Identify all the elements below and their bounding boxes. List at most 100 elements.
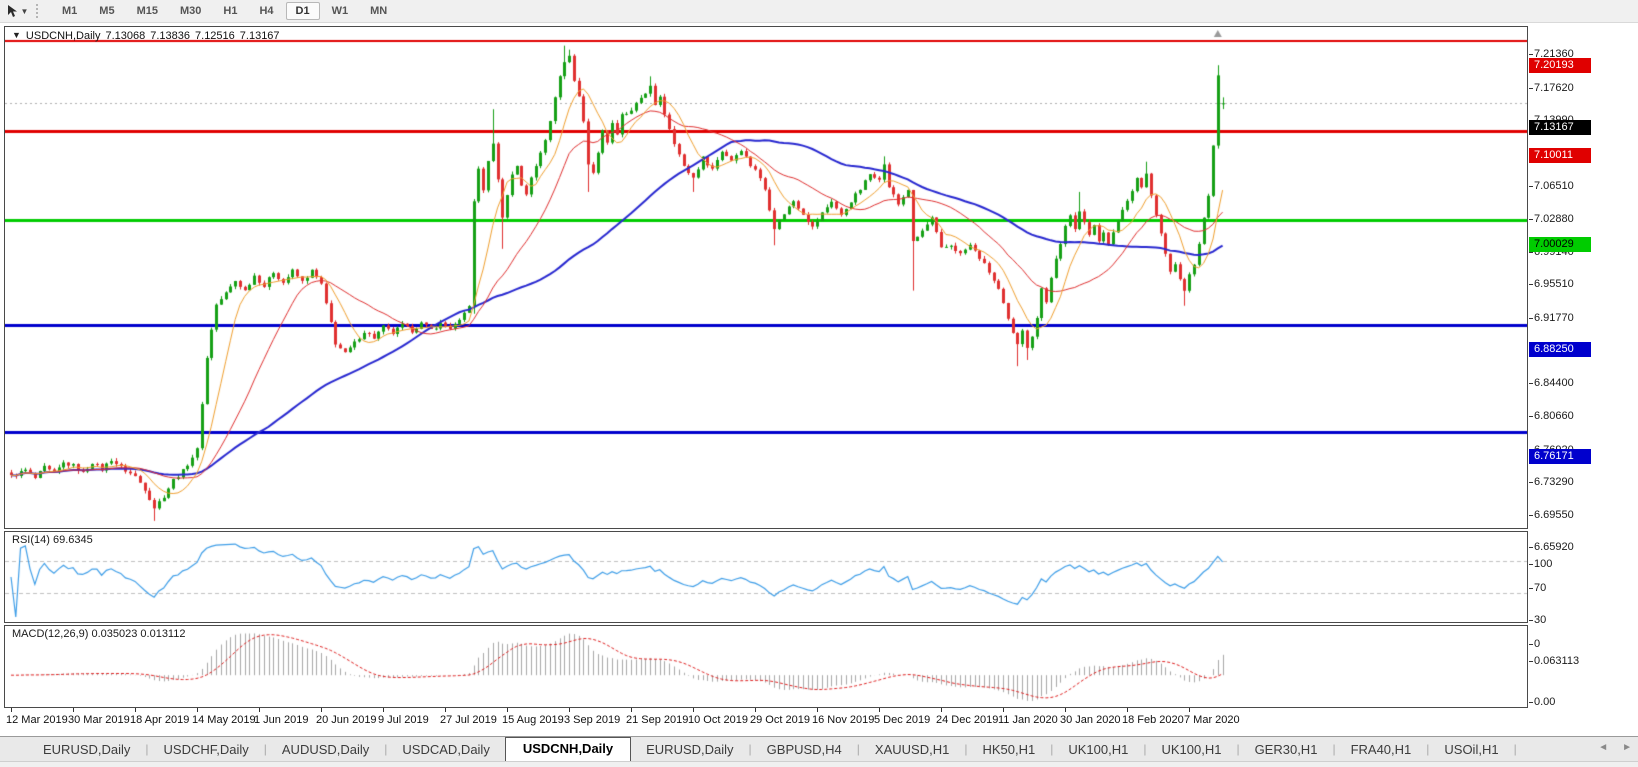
rsi-tick-0: 0 — [1528, 638, 1541, 650]
main-chart-panel: ▼ USDCNH,Daily 7.13068 7.13836 7.12516 7… — [4, 26, 1528, 529]
time-label-9-jul-2019: 9 Jul 2019 — [378, 714, 429, 726]
timeframe-button-w1[interactable]: W1 — [331, 5, 349, 17]
tab-divider: | — [1143, 742, 1147, 756]
rsi-indicator-panel: RSI(14) 69.6345 — [4, 531, 1528, 623]
macd-chart[interactable] — [5, 626, 1527, 707]
tab-divider: | — [1236, 742, 1240, 756]
tab-usdcad-daily-3[interactable]: USDCAD,Daily — [402, 742, 490, 757]
time-label-20-jun-2019: 20 Jun 2019 — [316, 714, 377, 726]
timeframe-button-h1[interactable]: H1 — [223, 5, 238, 17]
price-badge-6.76171: 6.76171 — [1529, 449, 1591, 464]
macd-label: MACD(12,26,9) 0.035023 0.013112 — [12, 628, 186, 640]
tab-divider: | — [748, 742, 752, 756]
tab-uk100-h1-9[interactable]: UK100,H1 — [1068, 742, 1129, 757]
time-tick — [941, 708, 942, 712]
time-label-11-jan-2020: 11 Jan 2020 — [998, 714, 1058, 726]
cursor-tool-icon — [6, 4, 19, 18]
timeframe-button-m30[interactable]: M30 — [179, 5, 202, 17]
price-badge-7.00029: 7.00029 — [1529, 237, 1591, 252]
time-tick — [383, 708, 384, 712]
price-axis[interactable]: 7.213607.176207.139907.065107.028806.991… — [1528, 26, 1636, 731]
timeframe-button-h4[interactable]: H4 — [259, 5, 274, 17]
time-tick — [197, 708, 198, 712]
time-label-16-nov-2019: 16 Nov 2019 — [812, 714, 875, 726]
time-label-10-oct-2019: 10 Oct 2019 — [688, 714, 748, 726]
time-tick — [1003, 708, 1004, 712]
cursor-tool-button[interactable]: ▼ — [0, 1, 34, 21]
chart-tab-bar: EURUSD,Daily | USDCHF,Daily | AUDUSD,Daily | U… — [0, 736, 1638, 761]
tab-usdcnh-daily-4[interactable]: USDCNH,Daily — [504, 737, 632, 761]
tab-xauusd-h1-7[interactable]: XAUUSD,H1 — [874, 742, 950, 757]
time-label-3-sep-2019: 3 Sep 2019 — [564, 714, 621, 726]
time-label-18-feb-2020: 18 Feb 2020 — [1122, 714, 1184, 726]
time-label-21-sep-2019: 21 Sep 2019 — [626, 714, 689, 726]
tab-audusd-daily-2[interactable]: AUDUSD,Daily — [281, 742, 370, 757]
timeframe-button-d1[interactable]: D1 — [285, 2, 320, 20]
toolbar-grip[interactable] — [36, 4, 43, 18]
status-bar — [0, 761, 1638, 767]
chart-symbol: USDCNH,Daily — [25, 30, 101, 42]
price-tick-6.84400: 6.84400 — [1529, 377, 1574, 389]
tab-ger30-h1-11[interactable]: GER30,H1 — [1254, 742, 1318, 757]
time-axis[interactable]: 12 Mar 2019 30 Mar 2019 18 Apr 2019 14 May … — [0, 708, 1638, 736]
tab-usdchf-daily-1[interactable]: USDCHF,Daily — [163, 742, 249, 757]
rsi-label: RSI(14) 69.6345 — [12, 534, 93, 546]
price-badge-7.10011: 7.10011 — [1529, 148, 1591, 163]
timeframe-button-mn[interactable]: MN — [370, 5, 388, 17]
time-tick — [1065, 708, 1066, 712]
time-label-12-mar-2019: 12 Mar 2019 — [6, 714, 68, 726]
price-tick-6.95510: 6.95510 — [1529, 278, 1574, 290]
timeframe-button-m1[interactable]: M1 — [62, 5, 78, 17]
tab-fra40-h1-12[interactable]: FRA40,H1 — [1350, 742, 1412, 757]
ohlc-low: 7.12516 — [195, 30, 235, 42]
timeframe-button-m5[interactable]: M5 — [99, 5, 115, 17]
time-tick — [693, 708, 694, 712]
time-tick — [11, 708, 12, 712]
ohlc-close: 7.13167 — [239, 30, 280, 42]
chart-area: ▼ USDCNH,Daily 7.13068 7.13836 7.12516 7… — [0, 24, 1638, 736]
symbol-dropdown-icon[interactable]: ▼ — [12, 30, 21, 40]
rsi-chart[interactable] — [5, 532, 1527, 622]
price-tick-7.21360: 7.21360 — [1529, 48, 1574, 60]
tab-eurusd-daily-5[interactable]: EURUSD,Daily — [646, 742, 734, 757]
toolbar: ▼ M1 M5 M15 M30 H1 H4 D1 W1 MN — [0, 0, 1638, 23]
time-label-24-dec-2019: 24 Dec 2019 — [936, 714, 999, 726]
time-tick — [879, 708, 880, 712]
time-tick — [631, 708, 632, 712]
tab-divider: | — [1426, 742, 1430, 756]
rsi-tick-70: 70 — [1528, 582, 1547, 594]
time-tick — [507, 708, 508, 712]
price-tick-6.73290: 6.73290 — [1529, 476, 1574, 488]
tab-hk50-h1-8[interactable]: HK50,H1 — [982, 742, 1036, 757]
time-label-27-jul-2019: 27 Jul 2019 — [440, 714, 497, 726]
timeframe-button-group: M1 M5 M15 M30 H1 H4 D1 W1 MN — [51, 2, 398, 20]
price-tick-7.02880: 7.02880 — [1529, 213, 1574, 225]
price-badge-6.88250: 6.88250 — [1529, 342, 1591, 357]
price-tick-6.80660: 6.80660 — [1529, 410, 1574, 422]
tab-uk100-h1-10[interactable]: UK100,H1 — [1161, 742, 1222, 757]
time-tick — [755, 708, 756, 712]
candlestick-chart[interactable] — [5, 27, 1527, 528]
tab-gbpusd-h4-6[interactable]: GBPUSD,H4 — [766, 742, 842, 757]
tab-usoil-h1-13[interactable]: USOil,H1 — [1444, 742, 1499, 757]
time-label-5-dec-2019: 5 Dec 2019 — [874, 714, 931, 726]
tab-scroll-right-icon[interactable]: ► — [1622, 742, 1632, 753]
time-label-15-aug-2019: 15 Aug 2019 — [502, 714, 564, 726]
tab-scroll-left-icon[interactable]: ◄ — [1598, 742, 1609, 753]
time-label-30-mar-2019: 30 Mar 2019 — [68, 714, 130, 726]
time-tick — [1189, 708, 1190, 712]
tab-eurusd-daily-0[interactable]: EURUSD,Daily — [43, 742, 131, 757]
price-tick-6.91770: 6.91770 — [1529, 312, 1574, 324]
time-tick — [259, 708, 260, 712]
timeframe-button-m15[interactable]: M15 — [136, 5, 158, 17]
ohlc-high: 7.13836 — [150, 30, 191, 42]
tab-divider: | — [964, 742, 968, 756]
macd-tick-zero: 0.00 — [1528, 696, 1556, 708]
time-label-1-jun-2019: 1 Jun 2019 — [254, 714, 309, 726]
macd-tick-max: 0.063113 — [1528, 655, 1580, 667]
time-label-7-mar-2020: 7 Mar 2020 — [1184, 714, 1240, 726]
price-tick-6.69550: 6.69550 — [1529, 509, 1574, 521]
time-label-14-may-2019: 14 May 2019 — [192, 714, 256, 726]
ohlc-open: 7.13068 — [105, 30, 146, 42]
